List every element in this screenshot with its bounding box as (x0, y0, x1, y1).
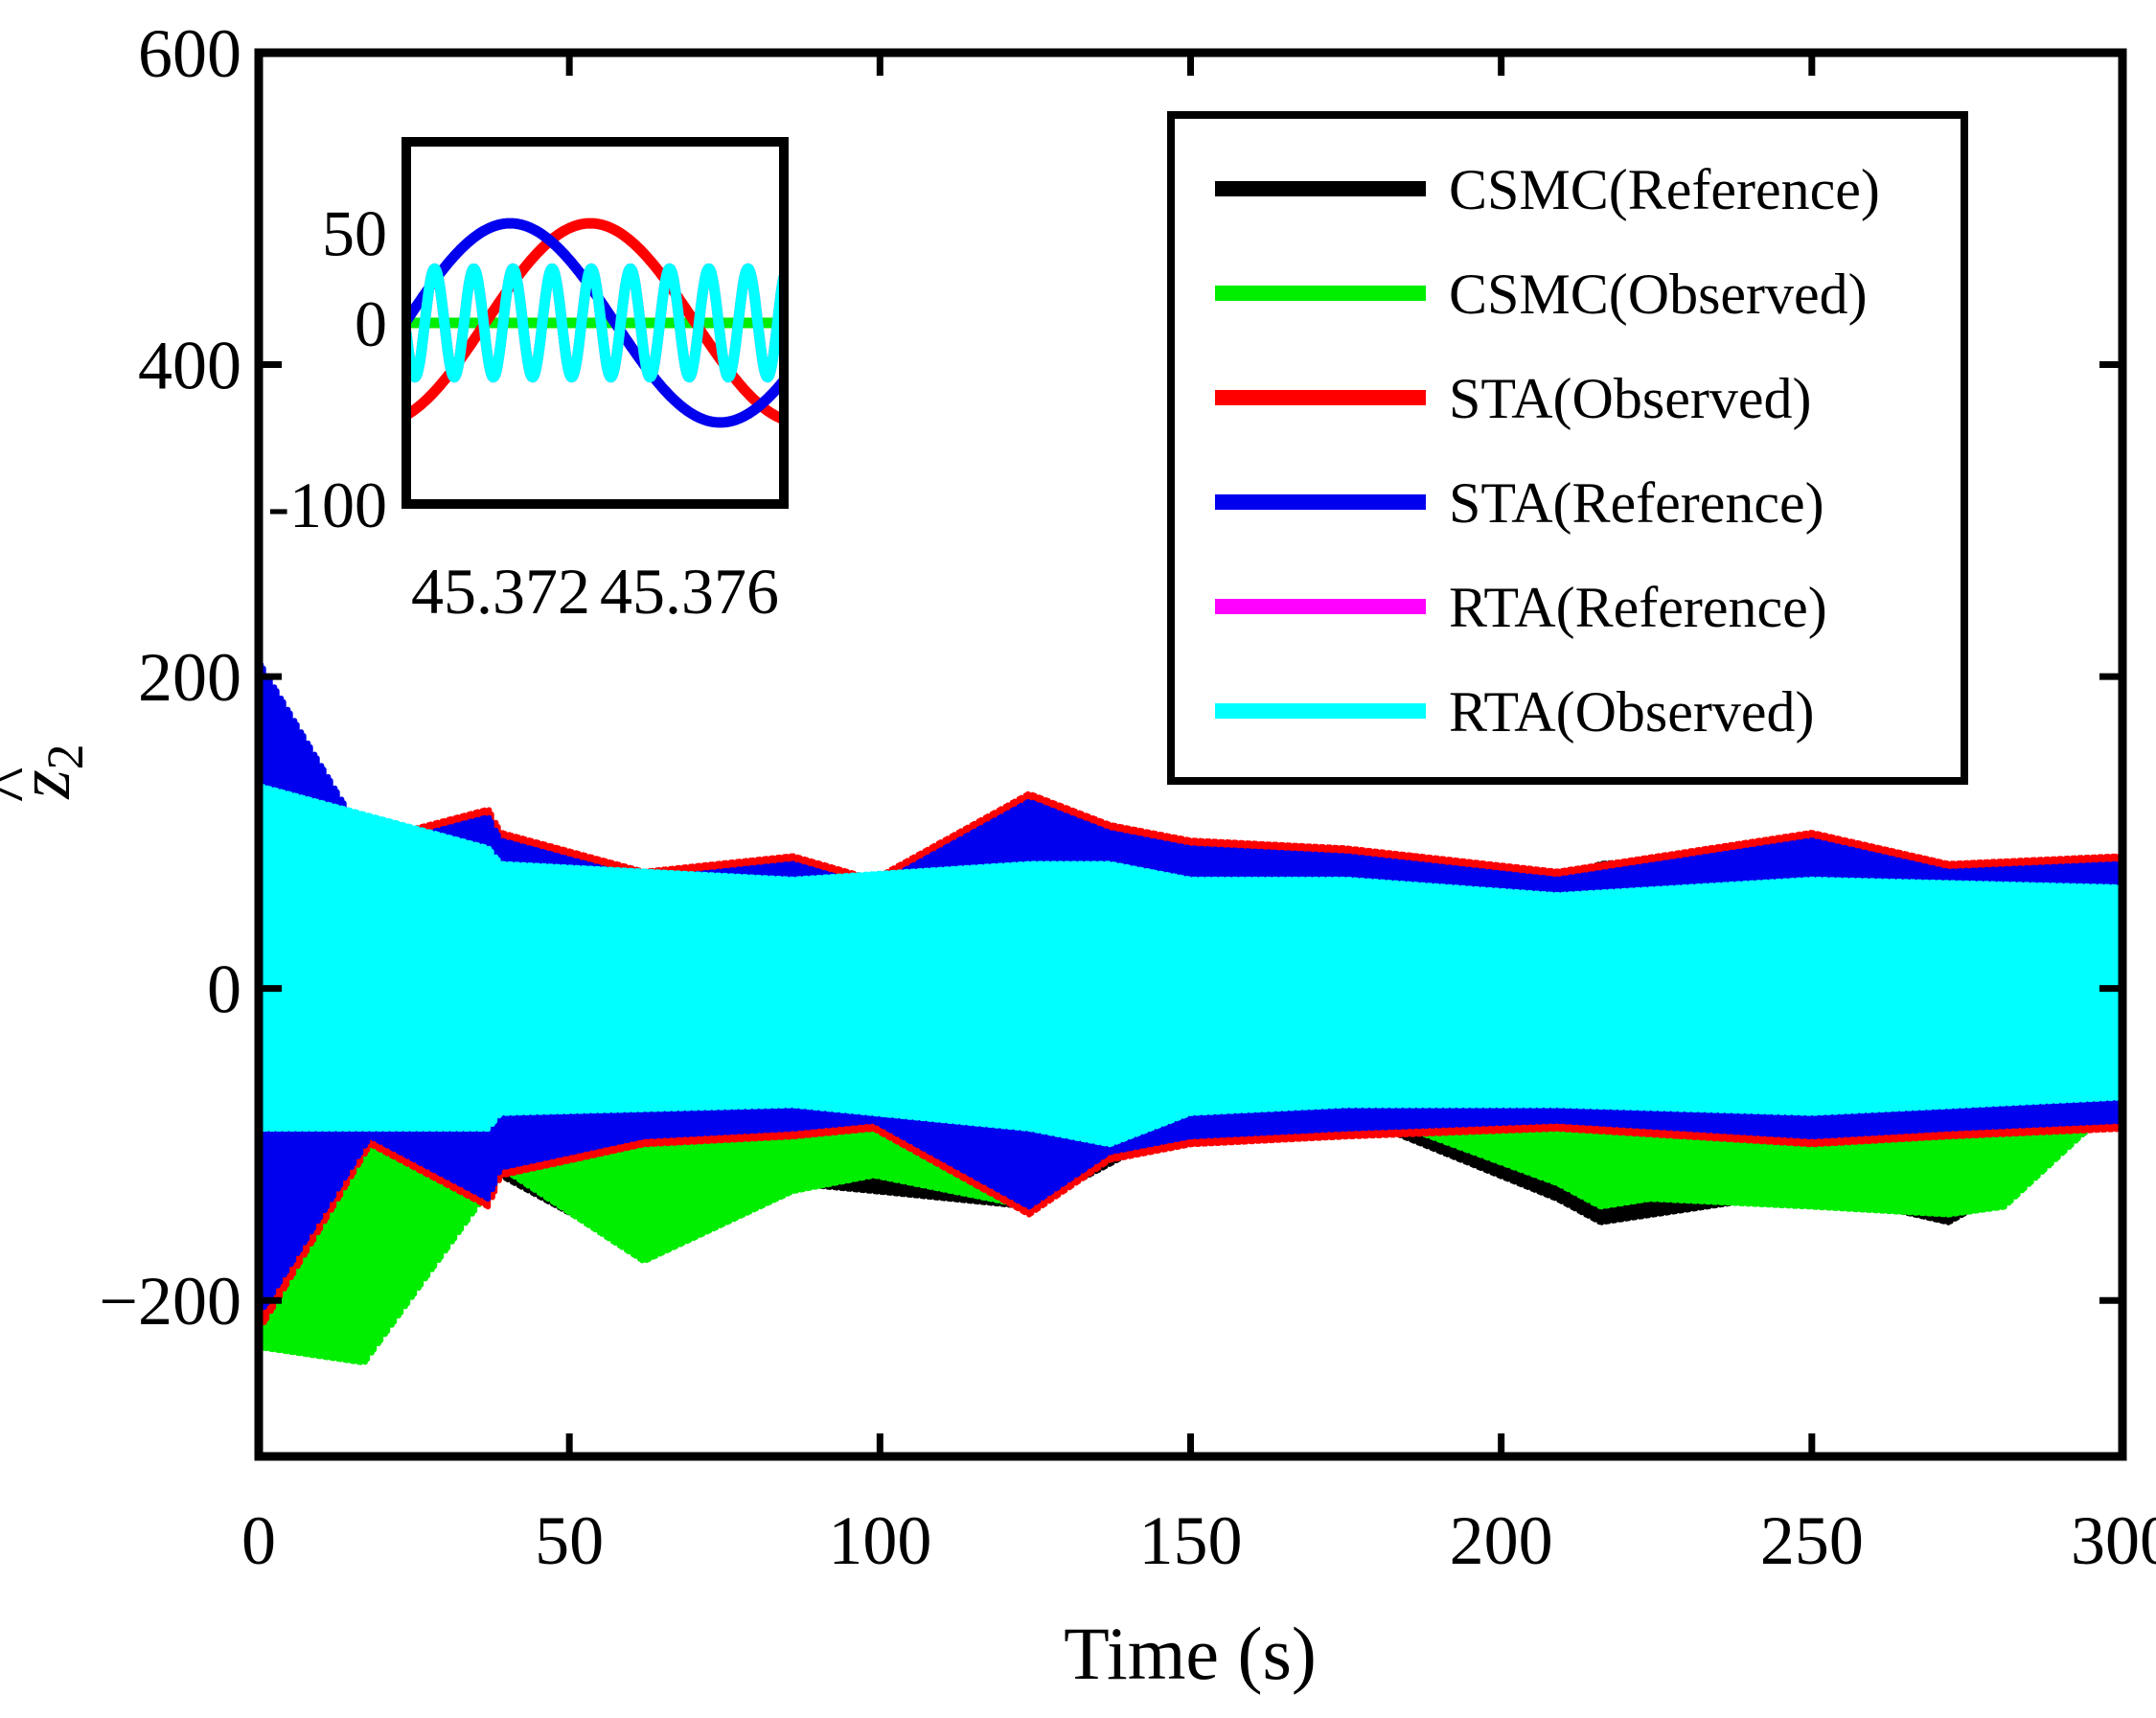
legend-label-csmc-reference: CSMC(Reference) (1449, 158, 1880, 221)
y-tick-label: 200 (138, 639, 241, 716)
inset-plot-frame (401, 137, 789, 509)
main-plot-series (259, 661, 2122, 1365)
legend-label-rta-reference: RTA(Reference) (1449, 576, 1827, 639)
inset-series-rta-observed (406, 263, 784, 383)
x-tick-label: 250 (1760, 1502, 1864, 1579)
y-tick-label: −200 (99, 1263, 241, 1340)
main-series-rta-observed (259, 783, 2122, 1148)
inset-y-tick-label: 50 (322, 197, 387, 270)
x-tick-label: 100 (828, 1502, 931, 1579)
y-axis-title: z2 ^ (0, 744, 94, 802)
inset-plot-series (406, 218, 784, 428)
inset-y-tick-label: 0 (355, 287, 387, 360)
x-tick-label: 200 (1450, 1502, 1553, 1579)
inset-x-tick-label: 45.372 (411, 555, 590, 628)
svg-text:z2: z2 (2, 744, 94, 799)
legend-label-sta-observed: STA(Observed) (1449, 367, 1811, 430)
x-tick-label: 150 (1139, 1502, 1243, 1579)
inset-y-tick-label: -100 (267, 469, 387, 541)
y-axis-title-base: z (2, 769, 85, 799)
x-tick-label: 300 (2071, 1502, 2156, 1579)
legend-box (1167, 111, 1968, 785)
legend-label-rta-observed: RTA(Observed) (1449, 680, 1814, 744)
x-tick-label: 0 (241, 1502, 276, 1579)
legend-label-sta-reference: STA(Reference) (1449, 471, 1824, 535)
y-tick-label: 600 (138, 15, 241, 92)
main-axis-ticks: 0 50 100 150 200 250 300 −200 0 200 400 600 (99, 15, 2156, 1579)
y-axis-title-hat: ^ (0, 767, 53, 803)
inset-axis-ticks: -100 0 50 45.372 45.376 (267, 197, 779, 629)
inset-x-tick-label: 45.376 (600, 555, 779, 628)
legend: CSMC(Reference) CSMC(Observed) STA(Observe… (1167, 111, 1968, 785)
y-tick-label: 400 (138, 328, 241, 404)
legend-label-csmc-observed: CSMC(Observed) (1449, 263, 1868, 326)
x-tick-label: 50 (535, 1502, 604, 1579)
x-axis-title: Time (s) (1064, 1612, 1317, 1695)
y-axis-title-subscript: 2 (36, 744, 94, 769)
y-tick-label: 0 (207, 951, 241, 1028)
